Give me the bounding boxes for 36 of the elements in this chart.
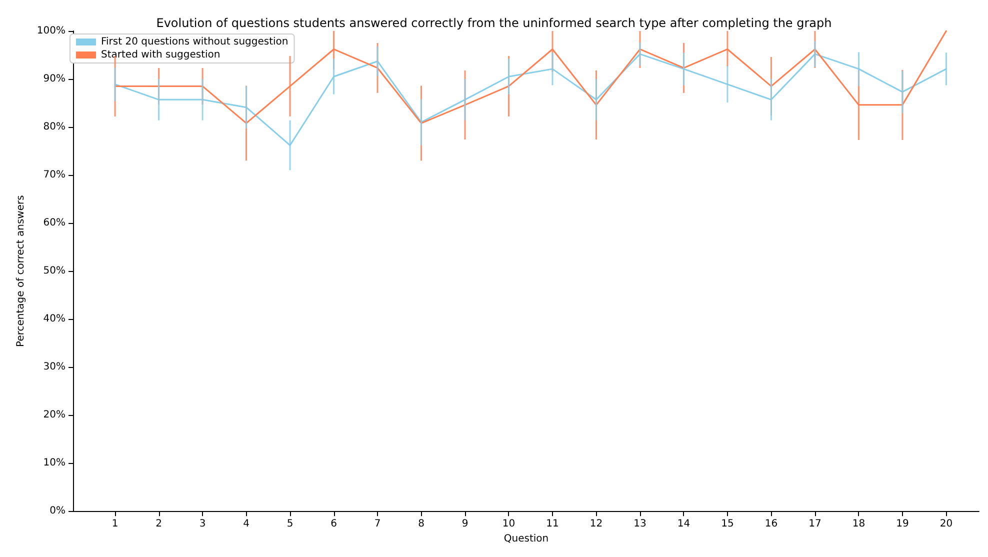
x-tick-label: 14: [677, 518, 690, 530]
legend-label: Started with suggestion: [101, 50, 220, 60]
x-tick-label: 11: [546, 518, 559, 530]
y-tick-label: 40%: [43, 314, 66, 325]
x-tick-label: 10: [502, 518, 516, 530]
x-tick-label: 3: [199, 518, 206, 530]
y-tick-label: 80%: [43, 122, 66, 133]
x-tick-label: 2: [156, 518, 162, 530]
y-tick-label: 20%: [43, 410, 66, 421]
y-axis-title: Percentage of correct answers: [16, 195, 26, 347]
x-tick-label: 16: [764, 518, 778, 530]
x-tick-label: 7: [374, 518, 381, 530]
y-tick-label: 10%: [43, 458, 66, 469]
x-tick-label: 12: [590, 518, 603, 530]
legend-label: First 20 questions without suggestion: [101, 36, 288, 48]
x-tick-label: 5: [286, 518, 294, 530]
x-tick-label: 19: [896, 518, 909, 530]
chart-title: Evolution of questions students answered correctly from the uninformed search type after completing the graph: [156, 16, 832, 30]
x-tick-label: 6: [330, 518, 337, 530]
x-tick-label: 4: [243, 518, 250, 530]
x-tick-label: 15: [721, 518, 734, 530]
y-tick-label: 100%: [36, 26, 66, 36]
y-tick-label: 0%: [50, 506, 66, 517]
y-tick-label: 50%: [43, 266, 66, 277]
x-tick-label: 1: [112, 518, 118, 530]
x-tick-label: 17: [808, 518, 822, 530]
x-tick-label: 18: [852, 518, 866, 530]
x-tick-label: 20: [940, 518, 953, 530]
x-tick-label: 8: [418, 518, 424, 530]
x-tick-label: 13: [634, 518, 646, 530]
x-axis-title: Question: [504, 534, 549, 544]
y-tick-label: 60%: [43, 218, 66, 229]
x-tick-label: 9: [462, 518, 468, 530]
y-tick-label: 30%: [43, 362, 66, 373]
y-tick-label: 70%: [43, 170, 66, 181]
y-tick-label: 90%: [43, 74, 66, 85]
